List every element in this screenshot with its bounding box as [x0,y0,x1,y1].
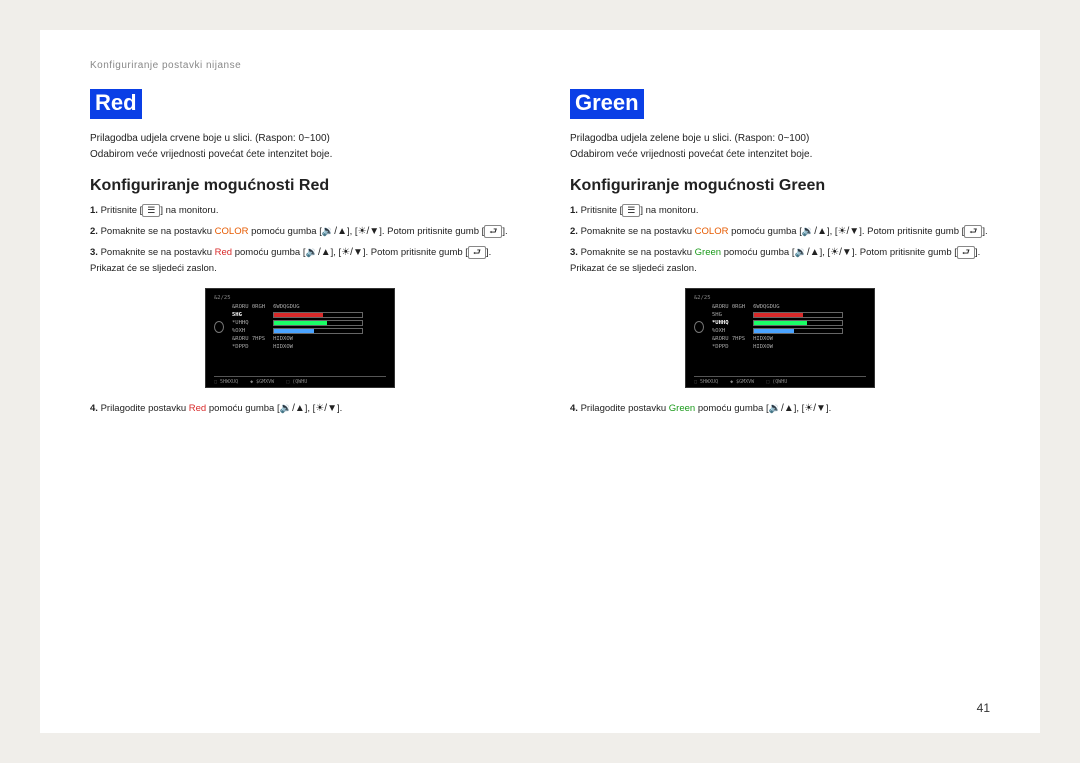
left-column: Red Prilagodba udjela crvene boje u slic… [90,89,510,421]
right-column: Green Prilagodba udjela zelene boje u sl… [570,89,990,421]
osd-preview: &2/25 &RORU 0RGH5HG*UHHQ%OXH&RORU 7HPS*D… [205,288,395,388]
description: Prilagodba udjela zelene boje u slici. (… [570,131,990,163]
osd-preview: &2/25 &RORU 0RGH5HG*UHHQ%OXH&RORU 7HPS*D… [685,288,875,388]
breadcrumb: Konfiguriranje postavki nijanse [90,60,990,71]
section-badge: Red [90,89,142,119]
section-badge: Green [570,89,644,119]
description: Prilagodba udjela crvene boje u slici. (… [90,131,510,163]
subtitle: Konfiguriranje mogućnosti Green [570,177,990,195]
steps-list: 1. Pritisnite [☰] na monitoru. 2. Pomakn… [570,203,990,278]
columns: Red Prilagodba udjela crvene boje u slic… [90,89,990,421]
steps-list-2: 4. Prilagodite postavku Red pomoću gumba… [90,400,510,417]
steps-list-2: 4. Prilagodite postavku Green pomoću gum… [570,400,990,417]
page-number: 41 [977,701,990,715]
subtitle: Konfiguriranje mogućnosti Red [90,177,510,195]
manual-page: Konfiguriranje postavki nijanse Red Pril… [40,30,1040,733]
steps-list: 1. Pritisnite [☰] na monitoru. 2. Pomakn… [90,203,510,278]
